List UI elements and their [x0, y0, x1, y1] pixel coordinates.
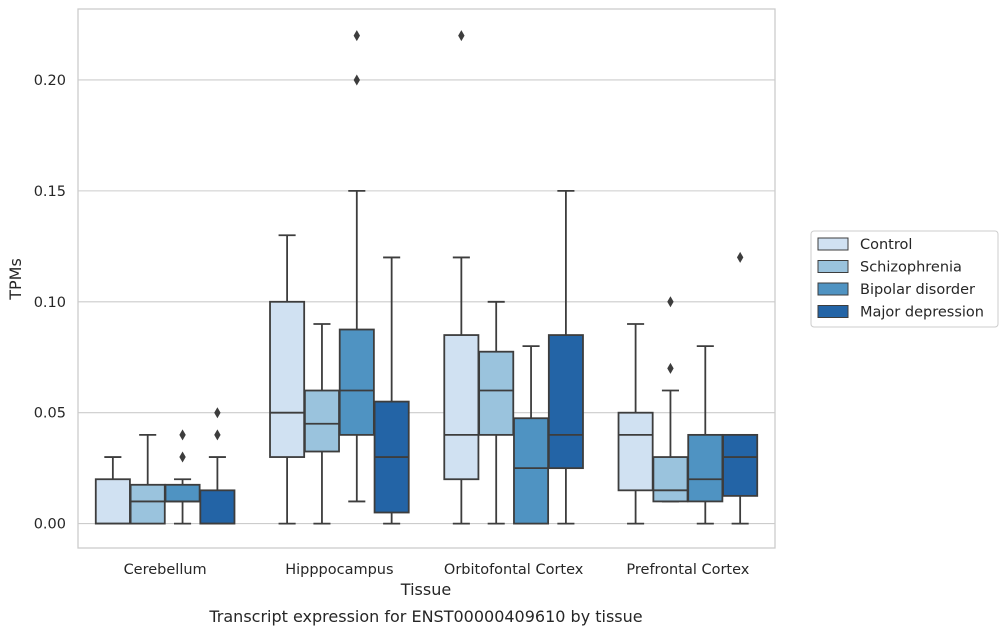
- box: [547, 334, 584, 470]
- outlier-point: [179, 451, 186, 463]
- y-axis-ticks: 0.00 0.05 0.10 0.15 0.20: [34, 73, 66, 533]
- box-plot-groups: [94, 30, 759, 525]
- x-tick-label: Orbitofontal Cortex: [444, 562, 584, 578]
- box: [443, 334, 480, 481]
- y-tick-label: 0.10: [34, 295, 66, 311]
- grid-lines: [78, 79, 775, 525]
- legend-swatch: [817, 282, 849, 296]
- legend-label: Control: [860, 237, 912, 253]
- series-group: [164, 30, 724, 525]
- box: [129, 483, 166, 525]
- y-tick-label: 0.05: [34, 406, 66, 422]
- x-tick-label: Hipppocampus: [285, 562, 393, 578]
- series-group: [129, 296, 689, 525]
- box: [94, 478, 131, 525]
- outlier-point: [353, 74, 360, 86]
- x-axis-ticks: Cerebellum Hipppocampus Orbitofontal Corte…: [124, 562, 750, 578]
- outlier-point: [667, 296, 674, 308]
- legend-label: Major depression: [860, 305, 984, 321]
- legend-frame: [810, 230, 999, 328]
- outlier-point: [353, 30, 360, 42]
- legend-label: Schizophrenia: [860, 260, 962, 276]
- box: [513, 417, 550, 525]
- y-axis-label: TPMs: [6, 258, 25, 301]
- box: [164, 483, 201, 503]
- chart-caption: Transcript expression for ENST0000040961…: [208, 607, 642, 626]
- outlier-point: [179, 429, 186, 441]
- legend-label: Bipolar disorder: [860, 282, 975, 298]
- x-axis-label: Tissue: [400, 580, 451, 599]
- legend-swatch: [817, 237, 849, 251]
- outlier-point: [214, 429, 221, 441]
- x-tick-label: Prefrontal Cortex: [626, 562, 749, 578]
- box: [199, 489, 236, 525]
- outlier-point: [458, 30, 465, 42]
- y-tick-label: 0.00: [34, 517, 66, 533]
- outlier-point: [667, 362, 674, 374]
- outlier-point: [214, 407, 221, 419]
- legend-swatch: [817, 260, 849, 273]
- box: [652, 456, 689, 503]
- box: [303, 389, 340, 453]
- y-tick-label: 0.20: [34, 73, 66, 89]
- series-group: [199, 189, 759, 525]
- outlier-point: [736, 251, 744, 263]
- series-group: [94, 30, 654, 525]
- box: [687, 433, 724, 503]
- plot-frame: [77, 8, 776, 549]
- y-tick-label: 0.15: [34, 184, 66, 200]
- box: [722, 433, 759, 497]
- legend-swatch: [817, 305, 849, 318]
- legend: Control Schizophrenia Bipolar disorder Majo…: [810, 230, 999, 328]
- box: [269, 300, 306, 458]
- box: [617, 411, 654, 492]
- box: [478, 350, 515, 436]
- box: [338, 328, 375, 436]
- x-tick-label: Cerebellum: [124, 562, 207, 578]
